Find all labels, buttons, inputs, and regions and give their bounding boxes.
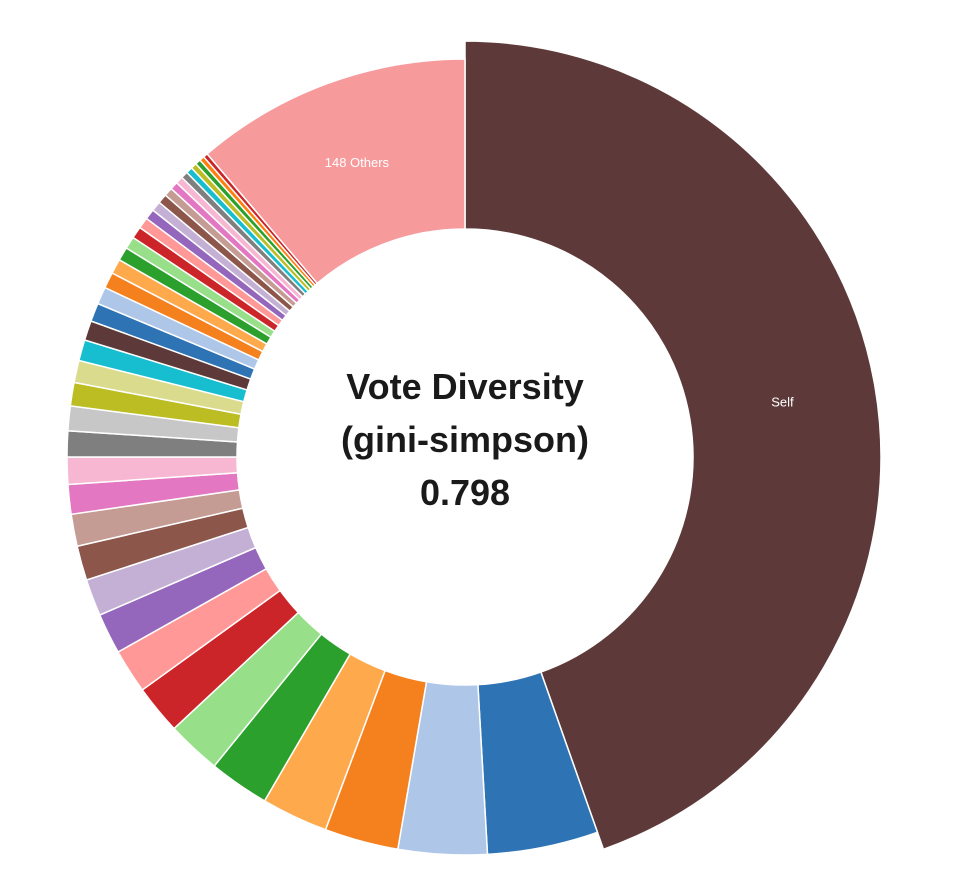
pie-slice[interactable] <box>206 58 466 285</box>
pie-slice[interactable] <box>464 40 882 851</box>
slice-label: 148 Others <box>325 155 390 170</box>
slice-label: Self <box>771 395 794 410</box>
